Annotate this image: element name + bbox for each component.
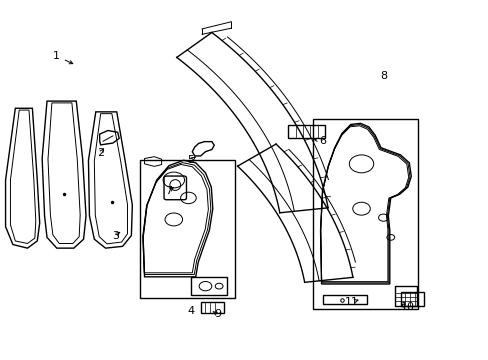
Text: 10: 10 [400,302,414,312]
Text: 3: 3 [112,231,119,240]
Text: 4: 4 [187,306,194,316]
Bar [190,277,227,296]
Bar [400,292,423,306]
Text: 1: 1 [53,51,60,61]
Bar [140,160,234,298]
Bar [312,119,417,309]
Bar [200,302,224,314]
Text: 2: 2 [97,148,104,158]
Text: 8: 8 [379,71,386,81]
Text: 9: 9 [214,310,221,319]
Text: 6: 6 [318,136,325,145]
Text: 5: 5 [187,155,194,165]
Bar [288,125,325,138]
Text: 7: 7 [165,186,172,196]
Text: 11: 11 [344,297,358,307]
Bar [323,296,366,305]
Bar [394,286,416,306]
